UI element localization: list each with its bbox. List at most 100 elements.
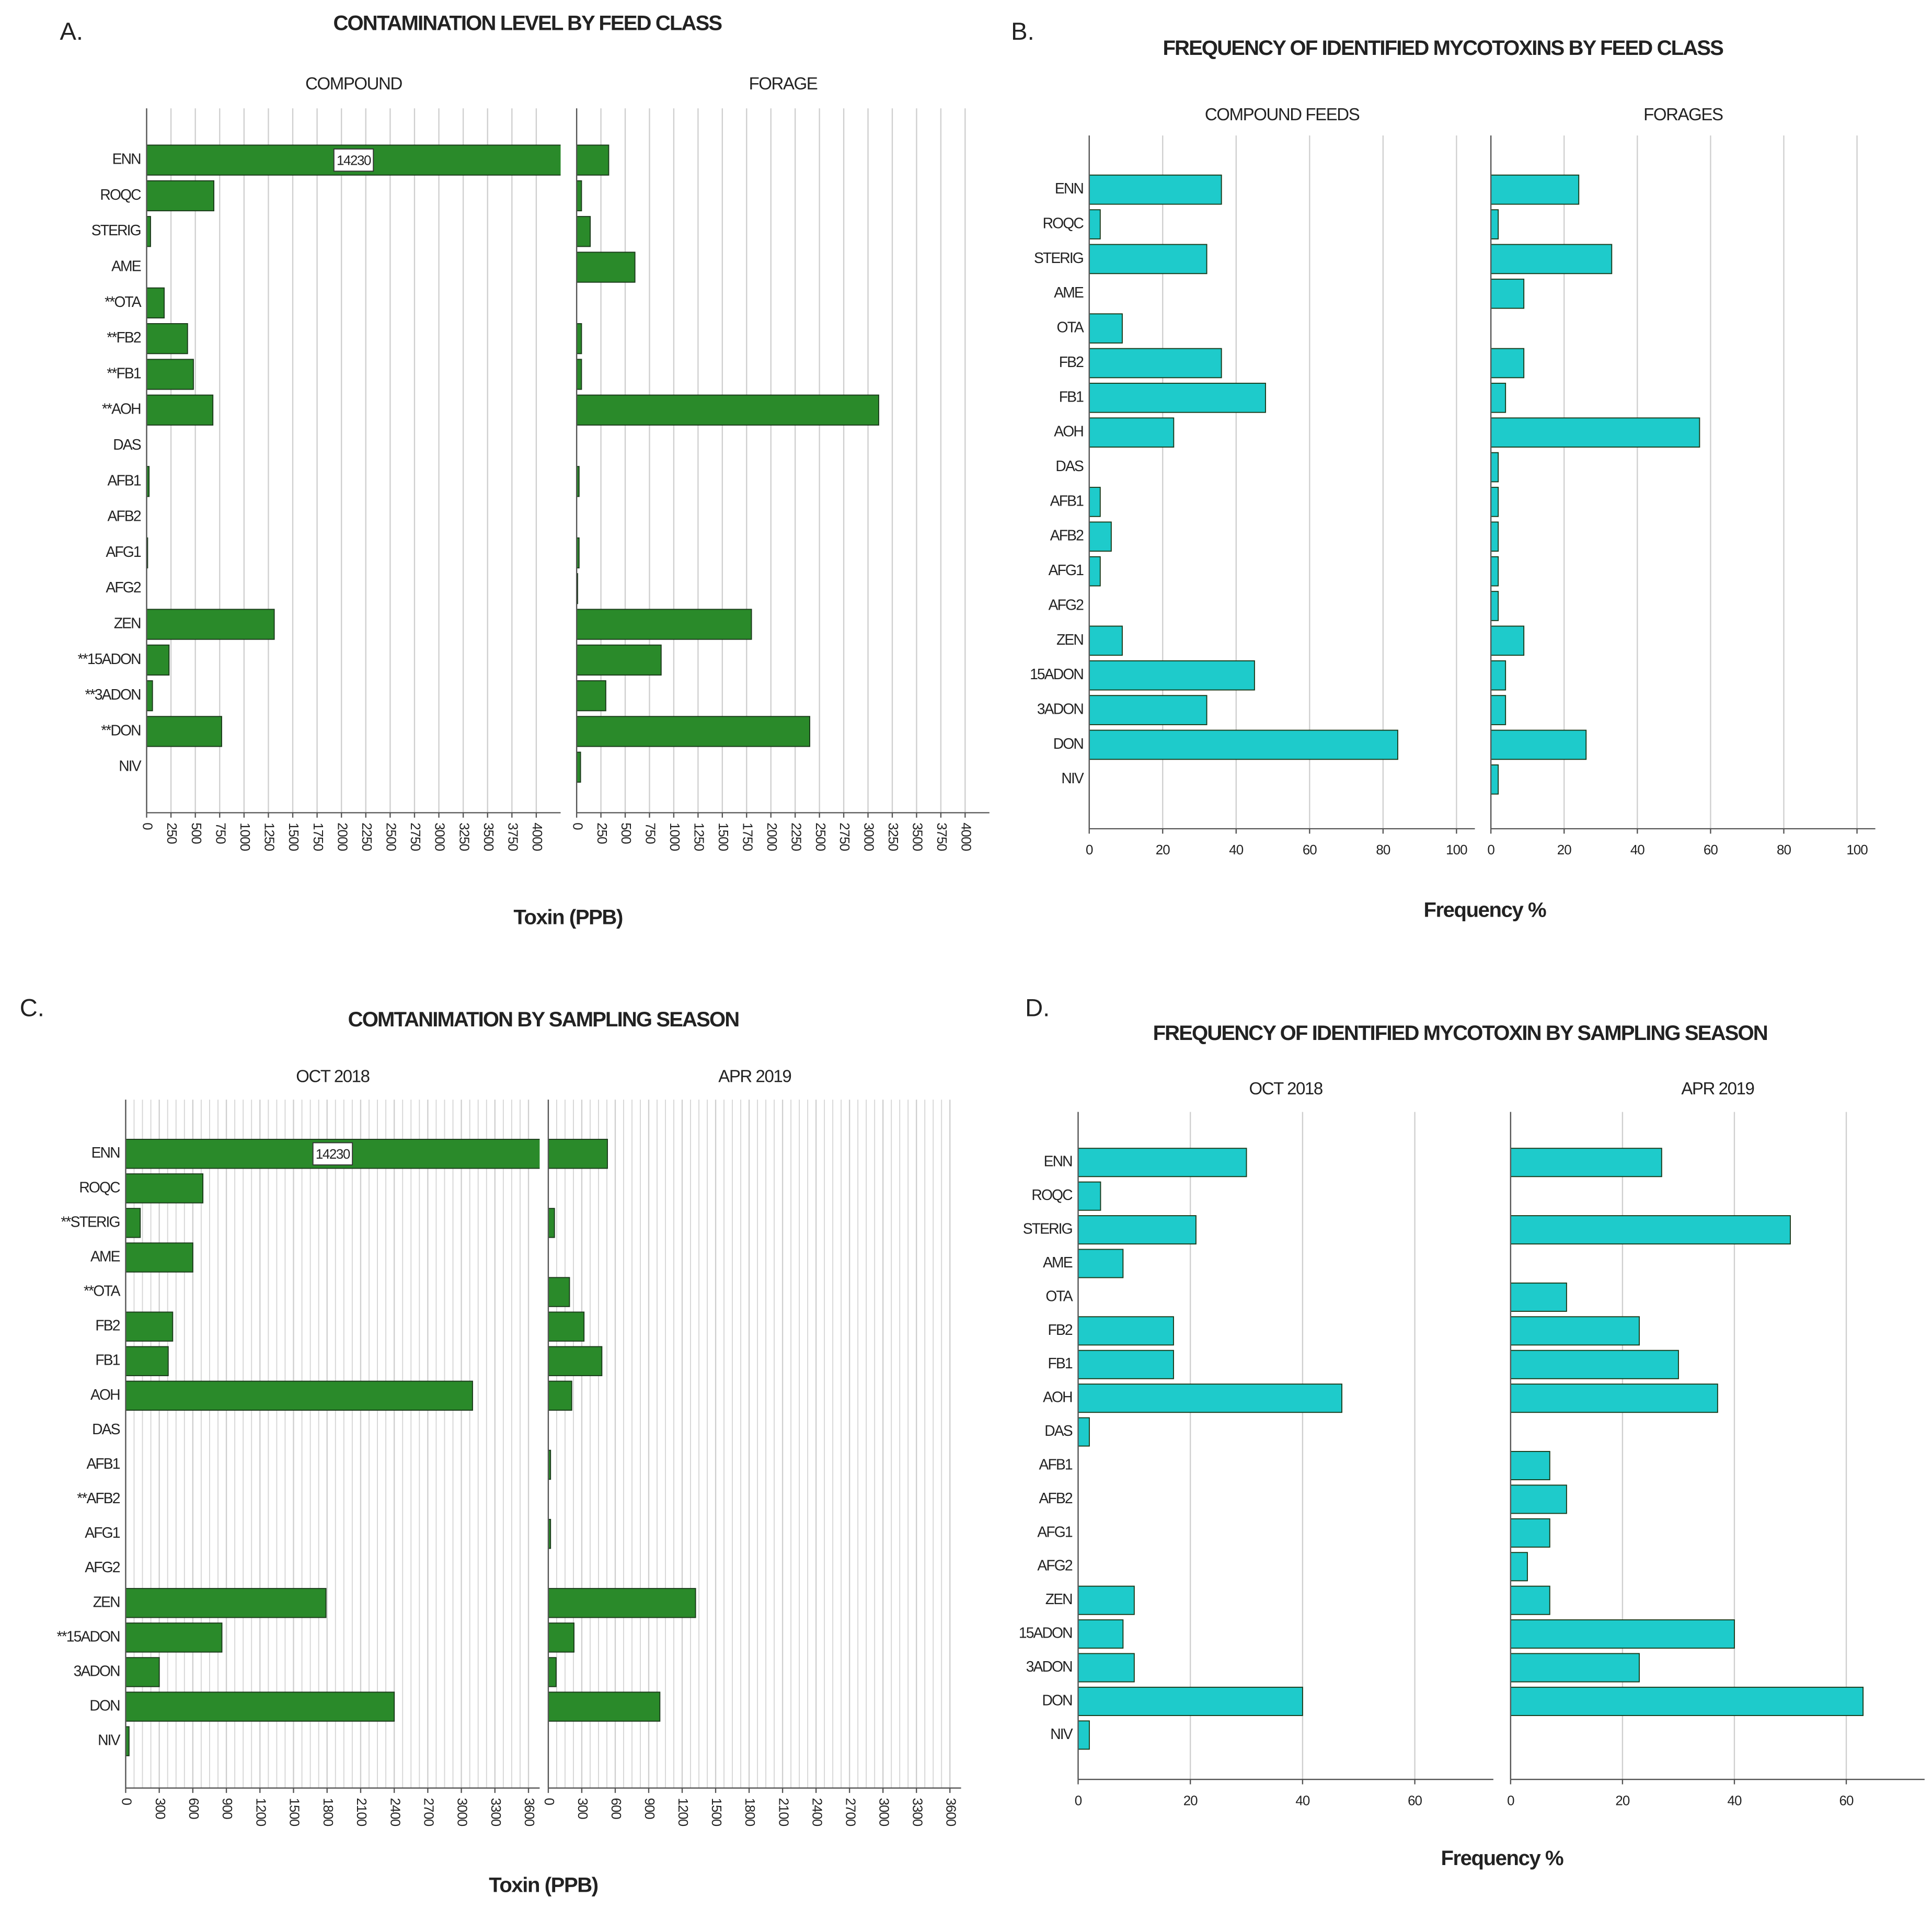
x-tick-label: 3500 xyxy=(481,822,496,851)
category-label: DAS xyxy=(92,1421,120,1437)
x-tick-label: 3750 xyxy=(505,822,520,851)
x-tick-label: 0 xyxy=(1487,843,1494,857)
x-tick-label: 2000 xyxy=(335,822,349,851)
category-label: 15ADON xyxy=(1019,1625,1072,1641)
bar xyxy=(1089,417,1175,448)
bar xyxy=(1089,244,1208,275)
x-axis-label: Frequency % xyxy=(1441,1847,1563,1870)
bar xyxy=(1491,244,1613,275)
x-tick-label: 1500 xyxy=(287,1798,302,1826)
category-label: NIV xyxy=(1050,1725,1073,1742)
category-label: AFG2 xyxy=(85,1559,120,1575)
x-tick-label: 3250 xyxy=(886,822,900,851)
bar xyxy=(548,1518,551,1549)
bar xyxy=(1089,209,1101,239)
category-label: DAS xyxy=(113,436,141,453)
bar xyxy=(125,1139,540,1169)
bar xyxy=(1491,660,1506,691)
x-tick-label: 1750 xyxy=(310,822,325,851)
category-label: DON xyxy=(1053,735,1084,752)
bars xyxy=(146,144,561,747)
bar xyxy=(1491,383,1506,413)
category-label: FB1 xyxy=(95,1352,120,1368)
category-label: AOH xyxy=(1054,423,1083,440)
x-tick-label: 20 xyxy=(1183,1793,1198,1808)
x-tick-label: 0 xyxy=(1507,1793,1514,1808)
x-tick-label: 60 xyxy=(1408,1793,1422,1808)
bar xyxy=(577,644,662,676)
x-tick-label: 0 xyxy=(1086,843,1093,857)
category-label: ZEN xyxy=(114,615,141,632)
category-label: DAS xyxy=(1055,458,1084,474)
bar xyxy=(146,680,153,712)
facet-label: COMPOUND FEEDS xyxy=(1205,105,1360,124)
x-tick-label: 100 xyxy=(1446,843,1467,857)
bar xyxy=(125,1173,204,1204)
bar xyxy=(548,1588,696,1618)
x-tick-label: 3000 xyxy=(861,822,876,851)
bar xyxy=(548,1380,572,1411)
category-label: **AFB2 xyxy=(77,1490,120,1506)
bar xyxy=(1510,1585,1550,1615)
facet-label: FORAGE xyxy=(749,74,818,93)
category-label: ZEN xyxy=(93,1593,120,1610)
category-label: AFB2 xyxy=(1050,527,1084,544)
x-tick-label: 2750 xyxy=(408,822,422,851)
x-tick-label: 0 xyxy=(542,1798,556,1805)
bar xyxy=(548,1346,603,1376)
bar xyxy=(1078,1350,1174,1379)
bar xyxy=(1078,1686,1303,1716)
category-label: **FB2 xyxy=(107,329,141,346)
category-label: FB1 xyxy=(1059,388,1084,405)
bar xyxy=(577,251,636,283)
chart-title: CONTAMINATION LEVEL BY FEED CLASS xyxy=(333,12,722,35)
x-tick-label: 1000 xyxy=(237,822,252,851)
category-label: AOH xyxy=(90,1386,120,1403)
category-label: AME xyxy=(90,1248,120,1264)
category-label: 3ADON xyxy=(74,1662,120,1679)
bar xyxy=(1078,1585,1135,1615)
category-label: AFB1 xyxy=(1050,492,1084,509)
x-tick-label: 300 xyxy=(575,1798,590,1819)
x-tick-label: 0 xyxy=(119,1798,134,1805)
x-tick-label: 3000 xyxy=(455,1798,469,1826)
bar xyxy=(1510,1316,1640,1346)
bar xyxy=(1078,1148,1247,1177)
x-tick-label: 3300 xyxy=(910,1798,924,1826)
bar xyxy=(577,180,582,212)
bar xyxy=(1078,1619,1124,1649)
x-tick-label: 2500 xyxy=(384,822,398,851)
bar xyxy=(1491,764,1499,795)
x-tick-label: 2500 xyxy=(813,822,827,851)
category-label: NIV xyxy=(98,1732,121,1748)
category-label: ENN xyxy=(1055,180,1084,197)
x-tick-label: 2700 xyxy=(421,1798,436,1826)
bar xyxy=(577,323,582,355)
data-label: 14230 xyxy=(316,1147,350,1162)
panel: A. CONTAMINATION LEVEL BY FEED CLASS Toxin… xyxy=(60,12,990,929)
chart-title: FREQUENCY OF IDENTIFIED MYCOTOXIN BY SAM… xyxy=(1153,1022,1767,1045)
x-tick-label: 600 xyxy=(608,1798,623,1819)
bar xyxy=(1510,1282,1567,1312)
bar xyxy=(1078,1383,1342,1413)
bars xyxy=(548,1139,696,1722)
bar xyxy=(1491,487,1499,517)
bar xyxy=(1089,348,1222,379)
bar xyxy=(577,466,580,497)
bar xyxy=(1089,487,1101,517)
bar xyxy=(1078,1249,1124,1278)
x-tick-label: 100 xyxy=(1846,843,1868,857)
x-tick-label: 750 xyxy=(213,822,227,844)
x-tick-label: 250 xyxy=(594,822,609,844)
x-tick-label: 0 xyxy=(570,822,584,830)
x-tick-label: 40 xyxy=(1630,843,1644,857)
bar xyxy=(1491,209,1499,239)
category-label: STERIG xyxy=(1034,249,1083,266)
category-label: **STERIG xyxy=(61,1213,119,1230)
x-tick-label: 40 xyxy=(1295,1793,1309,1808)
category-label: DON xyxy=(1042,1691,1073,1708)
category-label: AFB1 xyxy=(86,1455,120,1472)
bar xyxy=(577,394,879,426)
bar xyxy=(125,1346,169,1376)
